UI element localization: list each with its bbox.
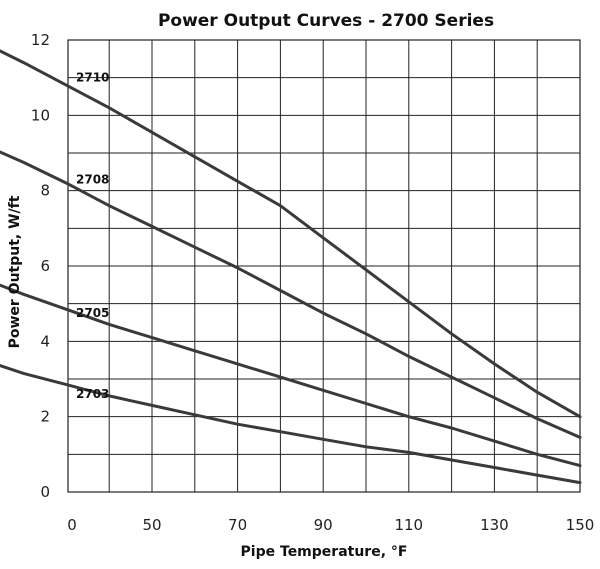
x-tick-label: 130 (480, 516, 509, 534)
series-line-2710 (0, 49, 582, 419)
y-tick-label: 4 (40, 332, 50, 350)
x-tick-label: 110 (394, 516, 423, 534)
x-tick-label: 50 (142, 516, 161, 534)
y-tick-label: 10 (31, 106, 50, 124)
y-tick-labels: 0 2 4 6 8 10 12 (31, 31, 50, 501)
y-axis-label: Power Output, W/ft (7, 195, 23, 348)
x-tick-label: 90 (314, 516, 333, 534)
y-tick-label: 6 (40, 257, 50, 275)
series-line-2703 (0, 363, 582, 485)
series-label-2705: 2705 (76, 306, 109, 320)
series-label-2703: 2703 (76, 387, 109, 401)
series-label-2708: 2708 (76, 172, 109, 186)
series-line-2705 (0, 283, 582, 468)
chart-title: Power Output Curves - 2700 Series (158, 11, 494, 31)
x-axis-label: Pipe Temperature, °F (241, 544, 408, 560)
plot-frame (67, 39, 581, 493)
y-tick-label: 0 (40, 483, 50, 501)
x-tick-label: 0 (67, 516, 77, 534)
series-line-2708 (0, 150, 582, 439)
series-label-2710: 2710 (76, 71, 109, 85)
grid-lines (68, 40, 580, 492)
x-tick-label: 70 (228, 516, 247, 534)
series-curves (0, 49, 582, 485)
x-tick-labels: 0 50 70 90 110 130 150 (67, 516, 594, 534)
series-labels: 2710 2708 2705 2703 (76, 71, 109, 401)
y-tick-label: 12 (31, 31, 50, 49)
x-tick-label: 150 (566, 516, 595, 534)
y-tick-label: 2 (40, 408, 50, 426)
y-tick-label: 8 (40, 182, 50, 200)
